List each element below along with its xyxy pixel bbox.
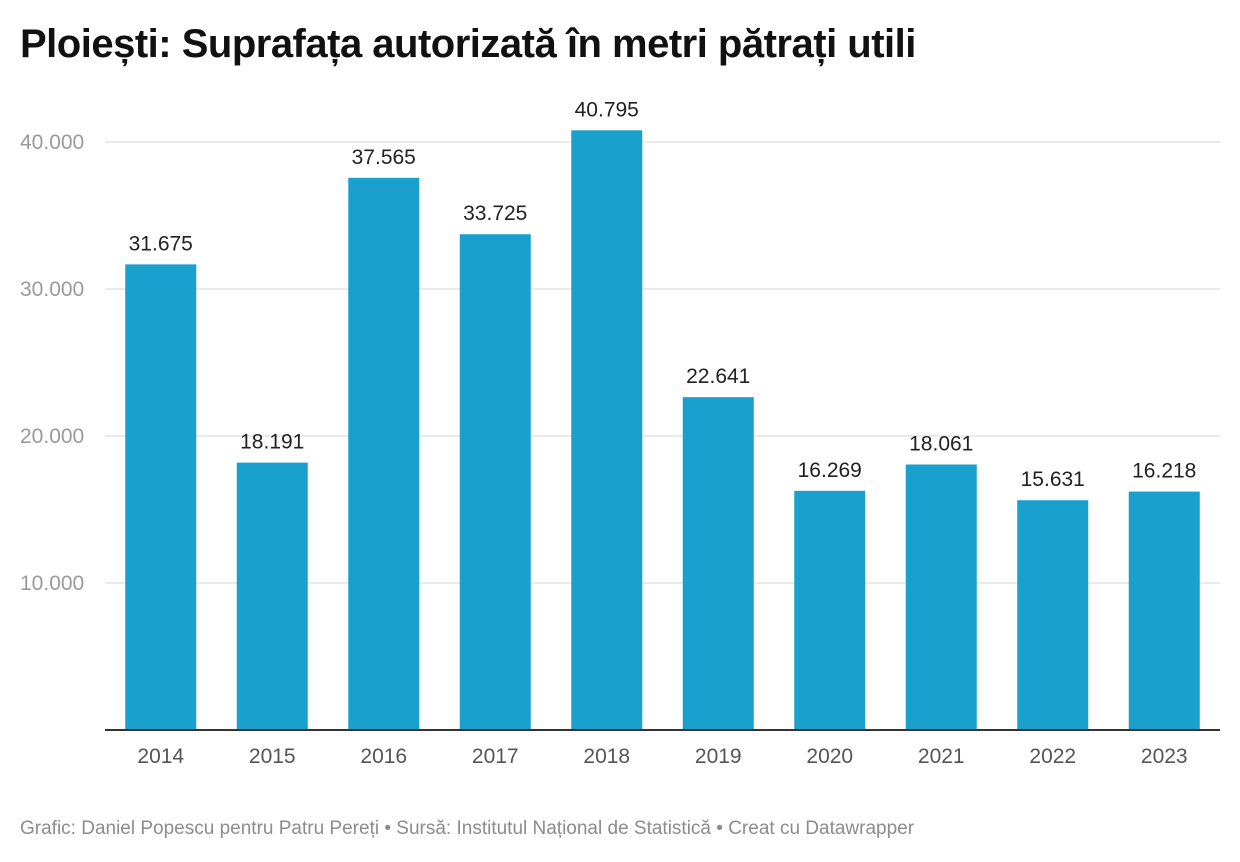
bar-2014 <box>125 264 197 730</box>
y-tick-label: 10.000 <box>20 572 84 595</box>
bar-2023 <box>1128 491 1200 730</box>
x-tick-label-2023: 2023 <box>1141 745 1188 768</box>
y-tick-label: 20.000 <box>20 425 84 448</box>
y-axis-ticks: 10.000 20.000 30.000 40.000 <box>20 131 84 595</box>
bar-2019 <box>682 397 754 730</box>
y-tick-label: 40.000 <box>20 131 84 154</box>
data-label-2014: 31.675 <box>129 232 193 255</box>
data-label-2020: 16.269 <box>798 459 862 482</box>
data-label-2021: 18.061 <box>909 433 973 456</box>
bar-2022 <box>1017 500 1089 730</box>
source-footer: Grafic: Daniel Popescu pentru Patru Pere… <box>20 818 915 839</box>
x-tick-label-2016: 2016 <box>360 745 407 768</box>
data-label-2015: 18.191 <box>240 431 304 454</box>
data-label-2019: 22.641 <box>686 365 750 388</box>
bar-2017 <box>459 234 531 730</box>
x-tick-label-2019: 2019 <box>695 745 742 768</box>
bar-2016 <box>348 177 420 730</box>
x-tick-label-2015: 2015 <box>249 745 296 768</box>
data-label-2022: 15.631 <box>1021 468 1085 491</box>
x-axis-ticks: 2014 2015 2016 2017 2018 2019 2020 2021 2022 2023 <box>137 745 1187 768</box>
bar-chart: 10.000 20.000 30.000 40.000 31.675 18.191 37.… <box>20 98 1220 768</box>
bar-2020 <box>794 490 866 730</box>
data-label-2018: 40.795 <box>575 98 639 121</box>
x-tick-label-2014: 2014 <box>137 745 184 768</box>
x-tick-label-2017: 2017 <box>472 745 519 768</box>
bar-2021 <box>905 464 977 730</box>
bar-2018 <box>571 130 643 731</box>
y-tick-label: 30.000 <box>20 278 84 301</box>
bars <box>125 130 1200 731</box>
data-label-2016: 37.565 <box>352 146 416 169</box>
x-tick-label-2020: 2020 <box>806 745 853 768</box>
data-labels: 31.675 18.191 37.565 33.725 40.795 22.641 16.2… <box>129 98 1197 491</box>
x-tick-label-2018: 2018 <box>583 745 630 768</box>
chart-title: Ploiești: Suprafața autorizată în metri … <box>20 22 916 66</box>
data-label-2017: 33.725 <box>463 202 527 225</box>
data-label-2023: 16.218 <box>1132 460 1196 483</box>
x-tick-label-2021: 2021 <box>918 745 965 768</box>
x-tick-label-2022: 2022 <box>1029 745 1076 768</box>
bar-2015 <box>236 462 308 730</box>
